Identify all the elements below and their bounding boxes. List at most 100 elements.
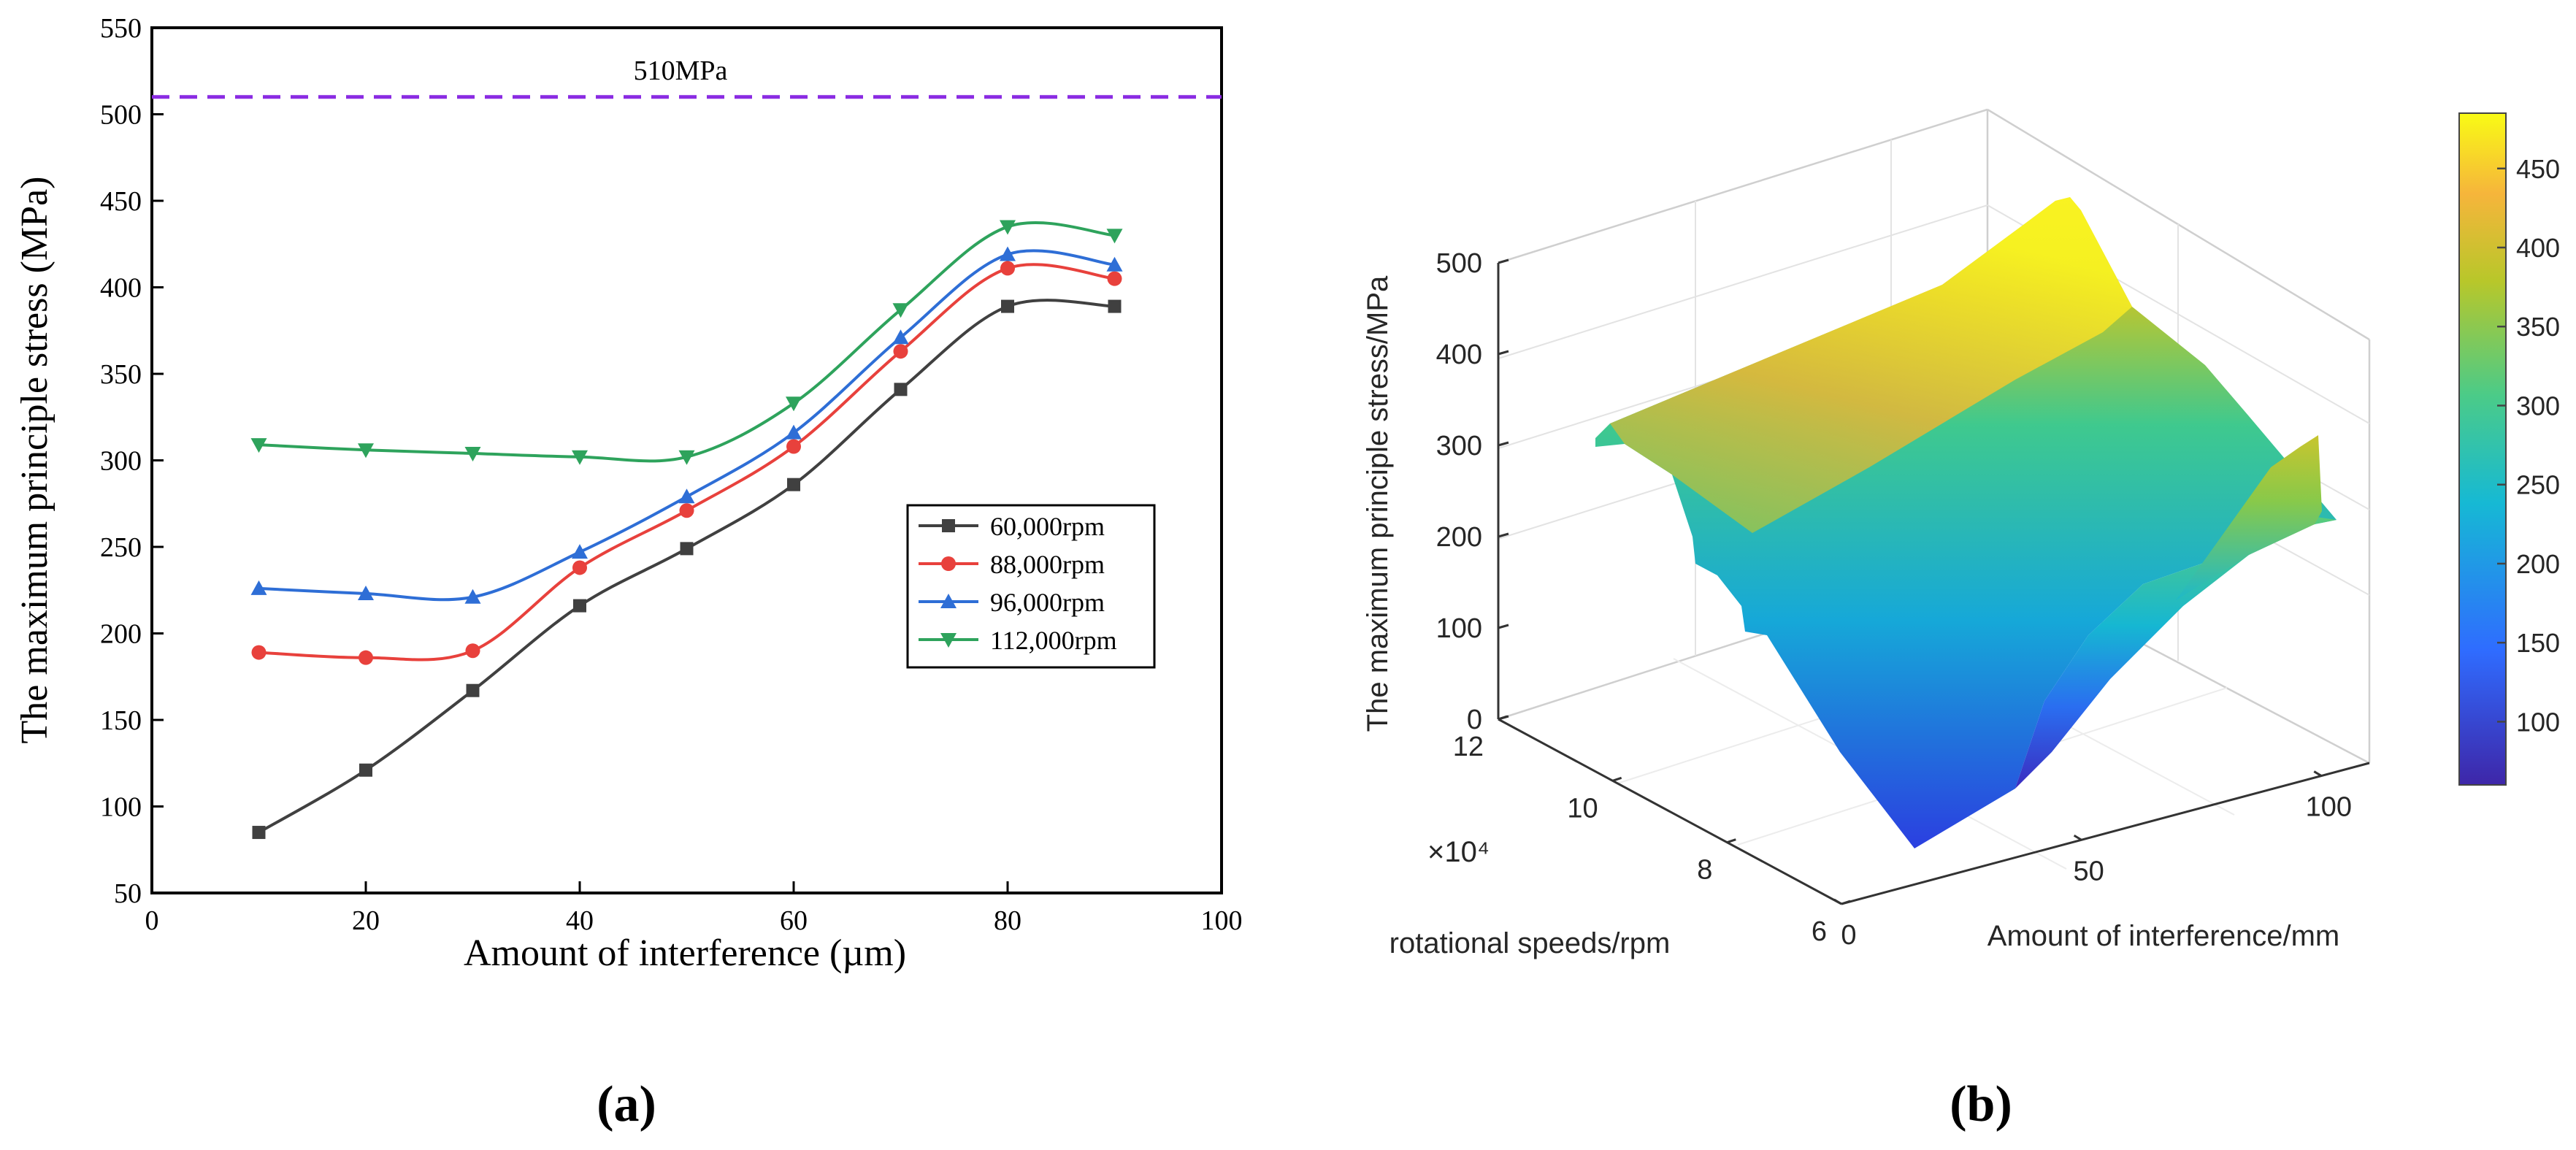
colorbar-ticks: 100 150 200 250 300 350 400 450 — [2497, 154, 2560, 737]
interference-tick-mark — [2313, 770, 2323, 777]
colorbar: 100 150 200 250 300 350 400 450 — [2458, 112, 2560, 786]
data-point — [358, 585, 374, 600]
interference-tick-label: 0 — [1841, 920, 1856, 951]
y-tick-label: 200 — [100, 619, 142, 650]
data-point — [359, 763, 372, 777]
data-point — [1106, 256, 1123, 272]
series-line-3 — [258, 221, 1115, 463]
y-tick-label: 450 — [100, 186, 142, 217]
y-axis-title: The maximum principle stress (MPa) — [14, 177, 55, 744]
data-point — [358, 443, 374, 459]
data-point — [786, 396, 802, 412]
x-tick-label: 100 — [1201, 905, 1243, 936]
series-group — [250, 220, 1123, 840]
x-tick-label: 80 — [994, 905, 1021, 936]
panel-label-a: (a) — [597, 1076, 656, 1132]
data-point — [1108, 299, 1122, 313]
front-axes — [1497, 263, 2370, 905]
z-tick-mark — [1498, 441, 1509, 447]
z-tick-label: 500 — [1436, 248, 1482, 279]
speed-tick-mark — [1726, 838, 1736, 844]
legend-entry: 60,000rpm — [990, 512, 1105, 541]
x-tick-label: 20 — [352, 905, 380, 936]
interference-tick-mark — [2073, 834, 2082, 841]
data-point — [250, 580, 267, 595]
y-tick-label: 100 — [100, 792, 142, 823]
data-point — [250, 438, 267, 453]
colorbar-tick-label: 200 — [2516, 549, 2560, 579]
z-tick-label: 100 — [1436, 613, 1482, 644]
legend-swatch-marker — [942, 519, 955, 532]
speed-multiplier: ×10⁴ — [1427, 836, 1490, 868]
legend-entry: 88,000rpm — [990, 550, 1105, 579]
speed-tick-label: 6 — [1812, 916, 1827, 947]
y-tick-label: 350 — [100, 359, 142, 390]
speed-axis-ticks: 6 8 10 12 — [1453, 715, 1851, 947]
y-tick-label: 400 — [100, 273, 142, 304]
data-point — [573, 599, 586, 613]
data-point — [786, 439, 801, 454]
colorbar-tick-label: 100 — [2516, 707, 2560, 737]
data-point — [572, 544, 588, 559]
z-tick-mark — [1498, 258, 1509, 264]
speed-axis-title: rotational speeds/rpm — [1389, 927, 1671, 959]
data-point — [252, 826, 266, 840]
data-point — [464, 589, 481, 604]
legend-entry: 112,000rpm — [990, 626, 1117, 655]
y-tick-label: 150 — [100, 705, 142, 736]
data-point — [464, 447, 481, 462]
colorbar-gradient — [2458, 112, 2507, 786]
stress-surface — [1595, 197, 2337, 848]
x-tick-label: 60 — [780, 905, 808, 936]
legend-entry: 96,000rpm — [990, 588, 1105, 617]
legend: 60,000rpm 88,000rpm 96,000rpm 112,000rpm — [906, 504, 1156, 669]
data-point — [572, 560, 587, 575]
data-point — [466, 683, 480, 697]
interference-axis-ticks: 0 50 100 — [1833, 770, 2352, 951]
data-point — [1107, 271, 1122, 286]
data-point — [251, 645, 267, 660]
speed-tick-label: 10 — [1567, 793, 1598, 824]
data-point — [1000, 220, 1016, 235]
colorbar-tick-label: 400 — [2516, 233, 2560, 263]
surface-chart: 0 100 200 300 400 500 6 8 10 12 0 50 100 The maxim… — [1362, 108, 2560, 959]
z-tick-label: 400 — [1436, 340, 1482, 370]
data-point — [572, 450, 588, 465]
y-tick-label: 250 — [100, 532, 142, 563]
interference-tick-label: 50 — [2073, 856, 2104, 886]
y-tick-label: 300 — [100, 446, 142, 477]
speed-tick-mark — [1841, 900, 1851, 905]
data-point — [679, 503, 694, 518]
data-point — [894, 383, 908, 396]
colorbar-tick-label: 350 — [2516, 312, 2560, 342]
panel-label-b: (b) — [1950, 1076, 2012, 1132]
data-point — [678, 450, 695, 465]
z-tick-label: 200 — [1436, 522, 1482, 553]
z-tick-mark — [1498, 532, 1509, 538]
colorbar-tick-label: 300 — [2516, 391, 2560, 421]
line-chart: 50 100 150 200 250 300 350 400 450 500 550 0 20 40 60… — [14, 13, 1243, 974]
data-point — [1106, 229, 1123, 244]
x-tick-label: 40 — [566, 905, 594, 936]
legend-swatch-marker — [940, 594, 957, 608]
data-point — [786, 424, 802, 440]
surface-ridge — [1610, 197, 2132, 533]
z-tick-mark — [1498, 350, 1509, 356]
colorbar-tick-label: 250 — [2516, 470, 2560, 500]
speed-tick-mark — [1498, 715, 1508, 721]
z-tick-label: 300 — [1436, 431, 1482, 461]
data-point — [1000, 246, 1016, 261]
interference-tick-mark — [1833, 898, 1842, 905]
interference-axis-title: Amount of interference/mm — [1987, 920, 2339, 952]
y-axis-ticks: 50 100 150 200 250 300 350 400 450 500 550 — [100, 13, 164, 909]
data-point — [892, 329, 909, 345]
colorbar-tick-label: 150 — [2516, 628, 2560, 658]
series-line-2 — [258, 249, 1115, 602]
surface-right-bump — [2176, 435, 2322, 600]
y-tick-label: 50 — [114, 878, 142, 909]
y-tick-label: 500 — [100, 100, 142, 131]
speed-tick-label: 8 — [1697, 855, 1712, 886]
y-tick-label: 550 — [100, 13, 142, 44]
data-point — [893, 344, 908, 359]
